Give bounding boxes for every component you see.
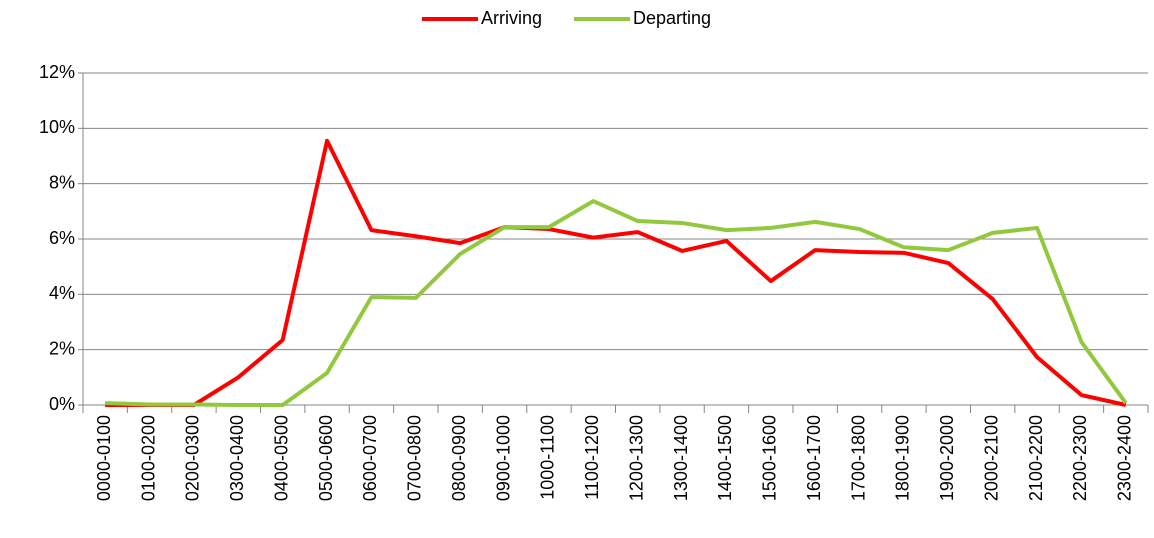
x-tick-label: 1900-2000: [937, 415, 957, 501]
legend: Arriving Departing: [422, 8, 711, 28]
x-tick-label: 1800-1900: [893, 415, 913, 501]
y-tick-label: 4%: [49, 283, 75, 303]
x-tick-label: 0900-1000: [493, 415, 513, 501]
x-tick-label: 2200-2300: [1070, 415, 1090, 501]
y-tick-label: 0%: [49, 394, 75, 414]
x-tick-label: 0400-0500: [271, 415, 291, 501]
x-tick-label: 2300-2400: [1115, 415, 1135, 501]
x-tick-label: 0300-0400: [227, 415, 247, 501]
x-tick-label: 1600-1700: [804, 415, 824, 501]
x-tick-label: 1500-1600: [760, 415, 780, 501]
x-tick-label: 1300-1400: [671, 415, 691, 501]
x-tick-label: 2000-2100: [981, 415, 1001, 501]
legend-label: Arriving: [481, 8, 542, 28]
x-tick-label: 0200-0300: [183, 415, 203, 501]
x-tick-label: 1200-1300: [626, 415, 646, 501]
x-tick-label: 1000-1100: [538, 415, 558, 500]
x-tick-label: 1400-1500: [715, 415, 735, 501]
series-line: [105, 138, 1127, 407]
x-tick-label: 0800-0900: [449, 415, 469, 501]
legend-label: Departing: [633, 8, 711, 28]
y-tick-label: 6%: [49, 228, 75, 248]
x-tick-label: 1700-1800: [848, 415, 868, 501]
y-tick-label: 10%: [39, 117, 75, 137]
x-tick-label: 0000-0100: [94, 415, 114, 501]
y-tick-label: 12%: [39, 62, 75, 82]
x-tick-label: 0700-0800: [405, 415, 425, 501]
x-tick-label: 1100-1200: [582, 415, 602, 500]
x-tick-label: 0500-0600: [316, 415, 336, 501]
y-tick-label: 8%: [49, 172, 75, 192]
y-tick-label: 2%: [49, 338, 75, 358]
series-line: [105, 199, 1128, 407]
x-tick-label: 0600-0700: [360, 415, 380, 501]
x-tick-label: 2100-2200: [1026, 415, 1046, 501]
x-tick-label: 0100-0200: [138, 415, 158, 501]
